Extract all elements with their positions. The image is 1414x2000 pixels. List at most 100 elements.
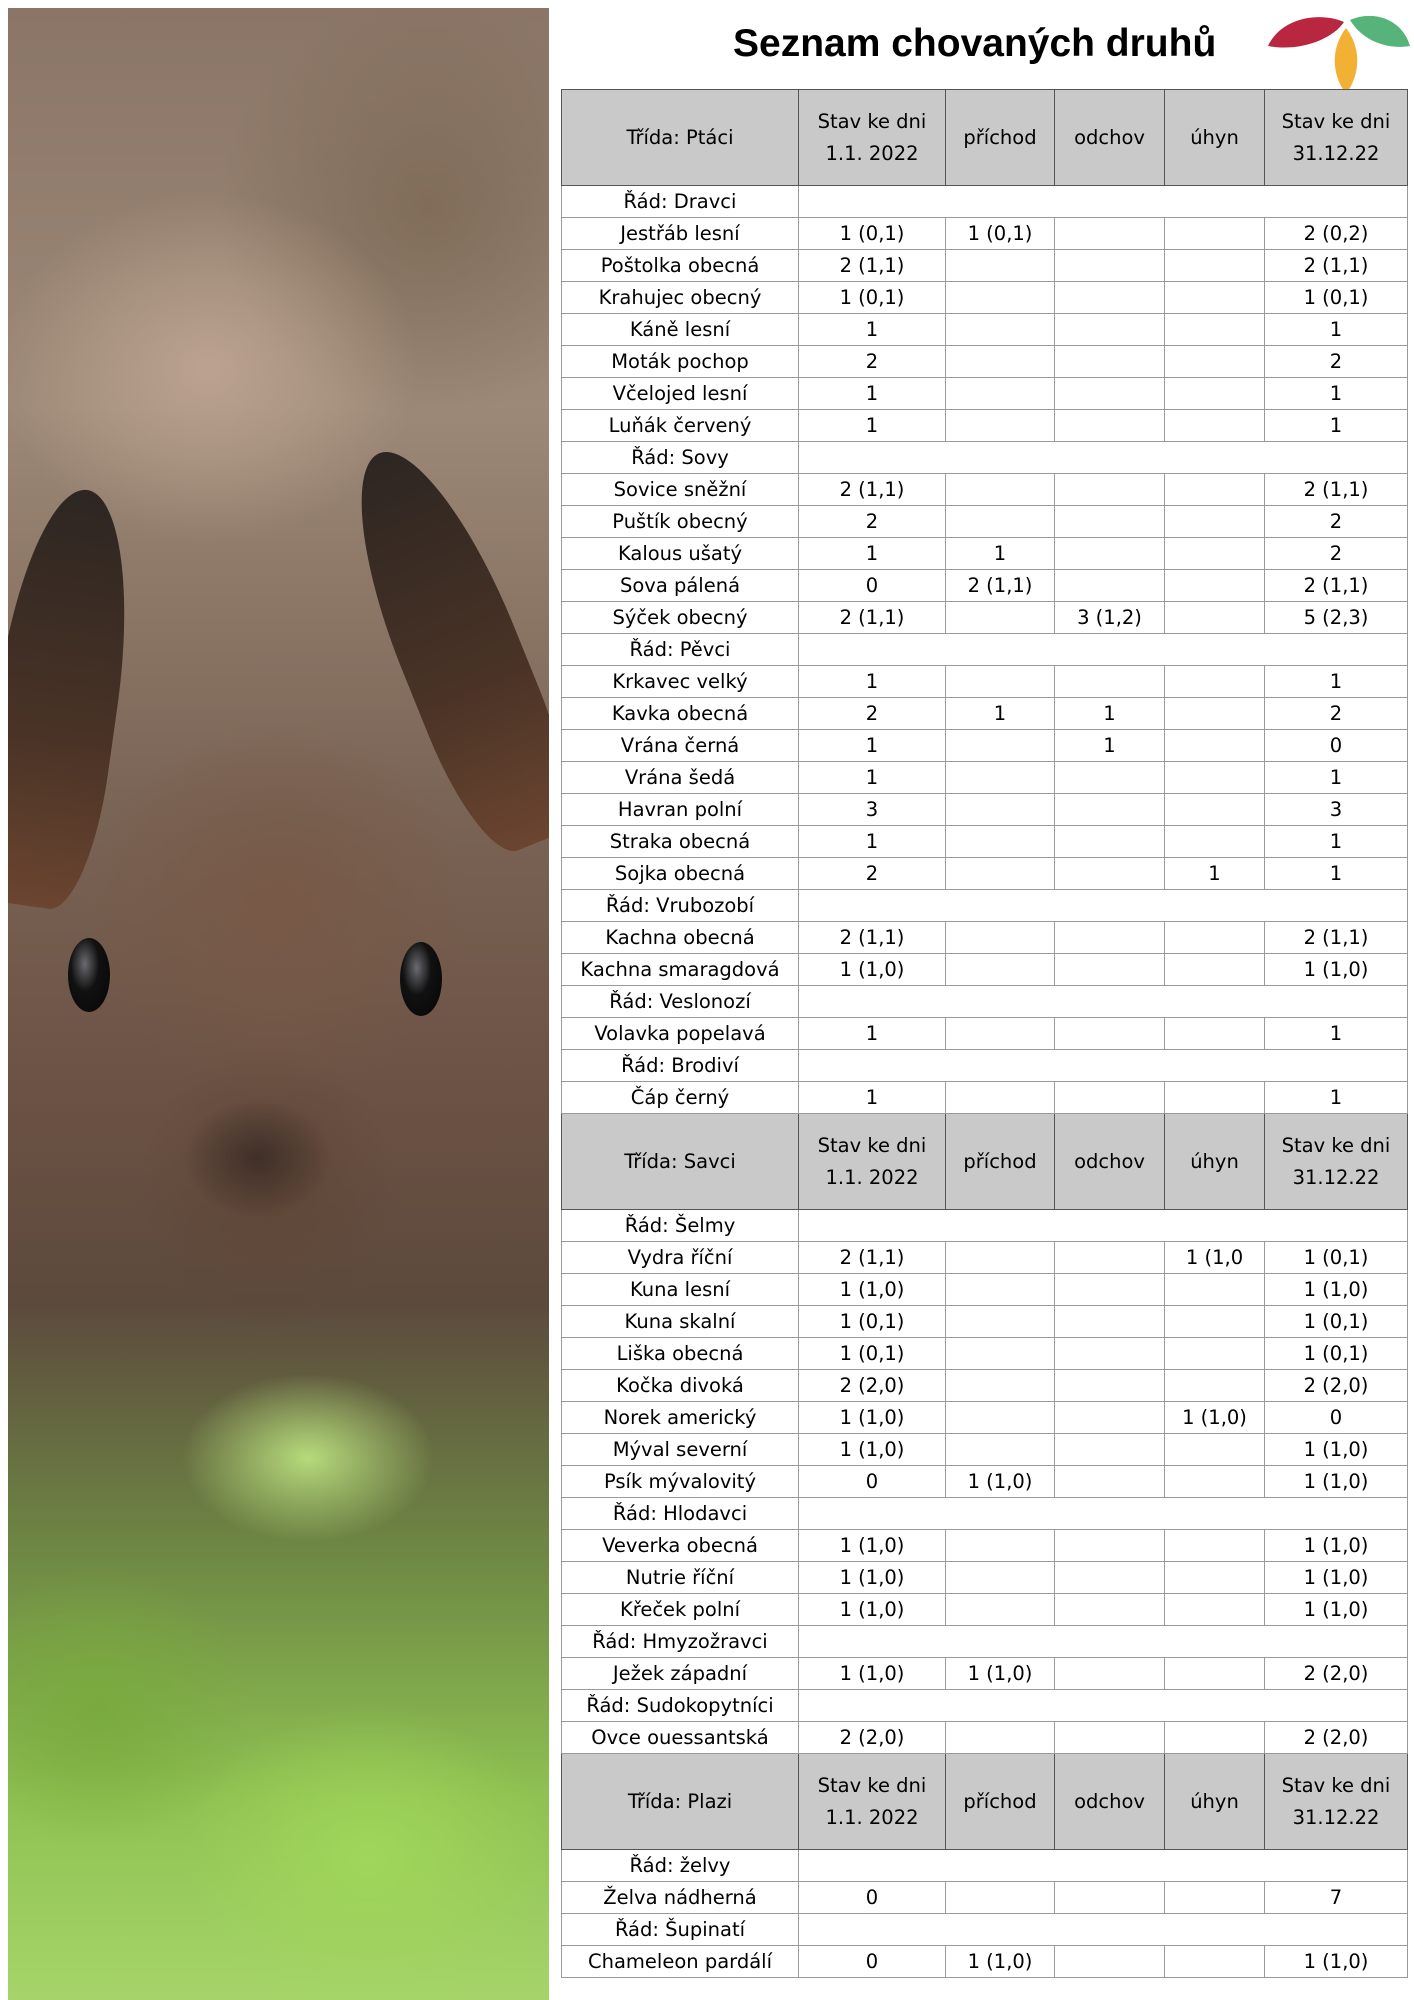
arrival-cell [945, 473, 1055, 506]
table-row: Psík mývalovitý 0 1 (1,0) 1 (1,0) [561, 1465, 1408, 1498]
end-state-cell: 1 (1,0) [1264, 1529, 1408, 1562]
death-cell [1164, 1369, 1265, 1402]
death-cell [1164, 377, 1265, 410]
species-cell: Jestřáb lesní [561, 217, 799, 250]
start-state-cell: 2 [798, 505, 946, 538]
end-state-cell: 2 [1264, 537, 1408, 570]
species-cell: Sova pálená [561, 569, 799, 602]
end-state-cell: 1 [1264, 409, 1408, 442]
rearing-cell [1054, 1433, 1165, 1466]
order-row-blank [798, 1913, 1408, 1946]
arrival-cell [945, 761, 1055, 794]
header-end-state: Stav ke dni 31.12.22 [1264, 89, 1408, 186]
end-state-cell: 1 [1264, 313, 1408, 346]
arrival-cell [945, 1881, 1055, 1914]
order-row: Řád: Vrubozobí [561, 889, 1408, 922]
death-cell [1164, 1561, 1265, 1594]
end-state-cell: 1 [1264, 857, 1408, 890]
order-row: Řád: želvy [561, 1849, 1408, 1882]
table-row: Včelojed lesní 1 1 [561, 377, 1408, 410]
header-end-state-line2: 31.12.22 [1292, 1805, 1380, 1829]
rearing-cell [1054, 377, 1165, 410]
rearing-cell [1054, 313, 1165, 346]
table-row: Čáp černý 1 1 [561, 1081, 1408, 1114]
end-state-cell: 2 [1264, 345, 1408, 378]
rearing-cell [1054, 1721, 1165, 1754]
table-row: Ježek západní 1 (1,0) 1 (1,0) 2 (2,0) [561, 1657, 1408, 1690]
order-row-blank [798, 985, 1408, 1018]
order-row: Řád: Hlodavci [561, 1497, 1408, 1530]
death-cell [1164, 537, 1265, 570]
death-cell [1164, 217, 1265, 250]
rearing-cell [1054, 825, 1165, 858]
order-label: Řád: Sudokopytníci [561, 1689, 799, 1722]
arrival-cell [945, 1081, 1055, 1114]
order-label: Řád: Sovy [561, 441, 799, 474]
header-rearing: odchov [1054, 89, 1165, 186]
species-cell: Kachna obecná [561, 921, 799, 954]
table-row: Kachna smaragdová 1 (1,0) 1 (1,0) [561, 953, 1408, 986]
species-cell: Sovice sněžní [561, 473, 799, 506]
start-state-cell: 1 [798, 825, 946, 858]
start-state-cell: 0 [798, 1465, 946, 1498]
order-label: Řád: Pěvci [561, 633, 799, 666]
rearing-cell [1054, 921, 1165, 954]
death-cell [1164, 249, 1265, 282]
end-state-cell: 1 (0,1) [1264, 1337, 1408, 1370]
start-state-cell: 2 [798, 697, 946, 730]
species-table: Třída: Ptáci Stav ke dni 1.1. 2022 příchod o… [561, 89, 1408, 1978]
rearing-cell [1054, 1273, 1165, 1306]
arrival-cell [945, 1273, 1055, 1306]
header-end-state: Stav ke dni 31.12.22 [1264, 1753, 1408, 1850]
order-row: Řád: Sudokopytníci [561, 1689, 1408, 1722]
arrival-cell [945, 1529, 1055, 1562]
table-row: Sýček obecný 2 (1,1) 3 (1,2) 5 (2,3) [561, 601, 1408, 634]
squirrel-photo [8, 8, 549, 2000]
end-state-cell: 2 (1,1) [1264, 921, 1408, 954]
species-cell: Káně lesní [561, 313, 799, 346]
header-rearing: odchov [1054, 1113, 1165, 1210]
logo-red-leaf [1268, 17, 1344, 48]
header-death: úhyn [1164, 89, 1265, 186]
arrival-cell [945, 1433, 1055, 1466]
table-row: Vydra říční 2 (1,1) 1 (1,0 1 (0,1) [561, 1241, 1408, 1274]
start-state-cell: 1 (1,0) [798, 1273, 946, 1306]
death-cell [1164, 761, 1265, 794]
rearing-cell: 1 [1054, 697, 1165, 730]
arrival-cell [945, 1017, 1055, 1050]
start-state-cell: 1 (0,1) [798, 1305, 946, 1338]
arrival-cell: 1 [945, 697, 1055, 730]
end-state-cell: 2 (0,2) [1264, 217, 1408, 250]
end-state-cell: 1 (1,0) [1264, 1465, 1408, 1498]
death-cell [1164, 473, 1265, 506]
header-arrival: příchod [945, 1113, 1055, 1210]
death-cell [1164, 665, 1265, 698]
table-row: Krahujec obecný 1 (0,1) 1 (0,1) [561, 281, 1408, 314]
rearing-cell [1054, 857, 1165, 890]
end-state-cell: 1 (1,0) [1264, 1273, 1408, 1306]
rearing-cell [1054, 409, 1165, 442]
end-state-cell: 7 [1264, 1881, 1408, 1914]
rearing-cell: 1 [1054, 729, 1165, 762]
start-state-cell: 1 [798, 377, 946, 410]
species-cell: Vrána černá [561, 729, 799, 762]
order-row-blank [798, 889, 1408, 922]
species-cell: Kavka obecná [561, 697, 799, 730]
table-row: Kalous ušatý 1 1 2 [561, 537, 1408, 570]
arrival-cell [945, 345, 1055, 378]
header-end-state-line1: Stav ke dni [1281, 1133, 1391, 1157]
arrival-cell [945, 409, 1055, 442]
order-row: Řád: Šupinatí [561, 1913, 1408, 1946]
end-state-cell: 1 (0,1) [1264, 1241, 1408, 1274]
header-end-state-line1: Stav ke dni [1281, 109, 1391, 133]
arrival-cell [945, 729, 1055, 762]
arrival-cell [945, 1241, 1055, 1274]
end-state-cell: 2 (2,0) [1264, 1369, 1408, 1402]
header-end-state-line2: 31.12.22 [1292, 1165, 1380, 1189]
species-cell: Krahujec obecný [561, 281, 799, 314]
end-state-cell: 5 (2,3) [1264, 601, 1408, 634]
end-state-cell: 1 (0,1) [1264, 1305, 1408, 1338]
rearing-cell [1054, 1305, 1165, 1338]
end-state-cell: 1 (1,0) [1264, 1561, 1408, 1594]
death-cell [1164, 1721, 1265, 1754]
